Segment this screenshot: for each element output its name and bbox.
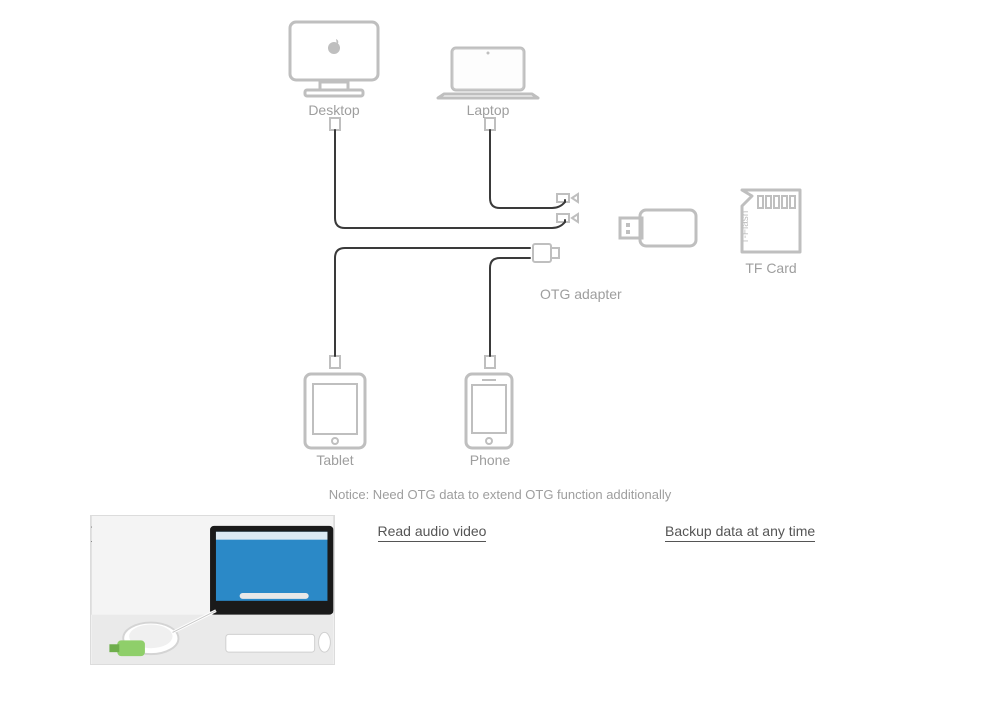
card-read-audio-video: ORICO Read audio video	[378, 515, 623, 539]
desktop-icon	[290, 22, 378, 96]
tablet-icon	[305, 374, 365, 448]
cables	[335, 130, 565, 356]
phone-label: Phone	[450, 452, 530, 468]
svg-text:T-Flash: T-Flash	[740, 211, 751, 244]
laptop-icon	[438, 48, 538, 98]
cable-tips	[330, 118, 495, 368]
tablet-label: Tablet	[295, 452, 375, 468]
otg-label: OTG adapter	[540, 286, 650, 302]
tfcard-icon: T-Flash	[740, 190, 800, 252]
card-caption-2: Backup data at any time	[665, 523, 815, 542]
laptop-label: Laptop	[444, 102, 532, 118]
tfcard-label: TF Card	[740, 260, 802, 276]
thumb-backup-data	[90, 515, 335, 665]
card-backup-data: Backup data at any time	[665, 515, 910, 539]
diagram-svg: T-Flash	[0, 0, 1000, 480]
desktop-label: Desktop	[290, 102, 378, 118]
use-case-cards: ORICO Transfer travel photos ORIC	[90, 515, 910, 539]
phone-icon	[466, 374, 512, 448]
diagram-stage: T-Flash Desktop Laptop Tablet Phone OTG …	[0, 0, 1000, 728]
card-caption-1: Read audio video	[378, 523, 487, 542]
usb-drive-icon	[620, 210, 696, 246]
notice-text: Notice: Need OTG data to extend OTG func…	[0, 487, 1000, 502]
